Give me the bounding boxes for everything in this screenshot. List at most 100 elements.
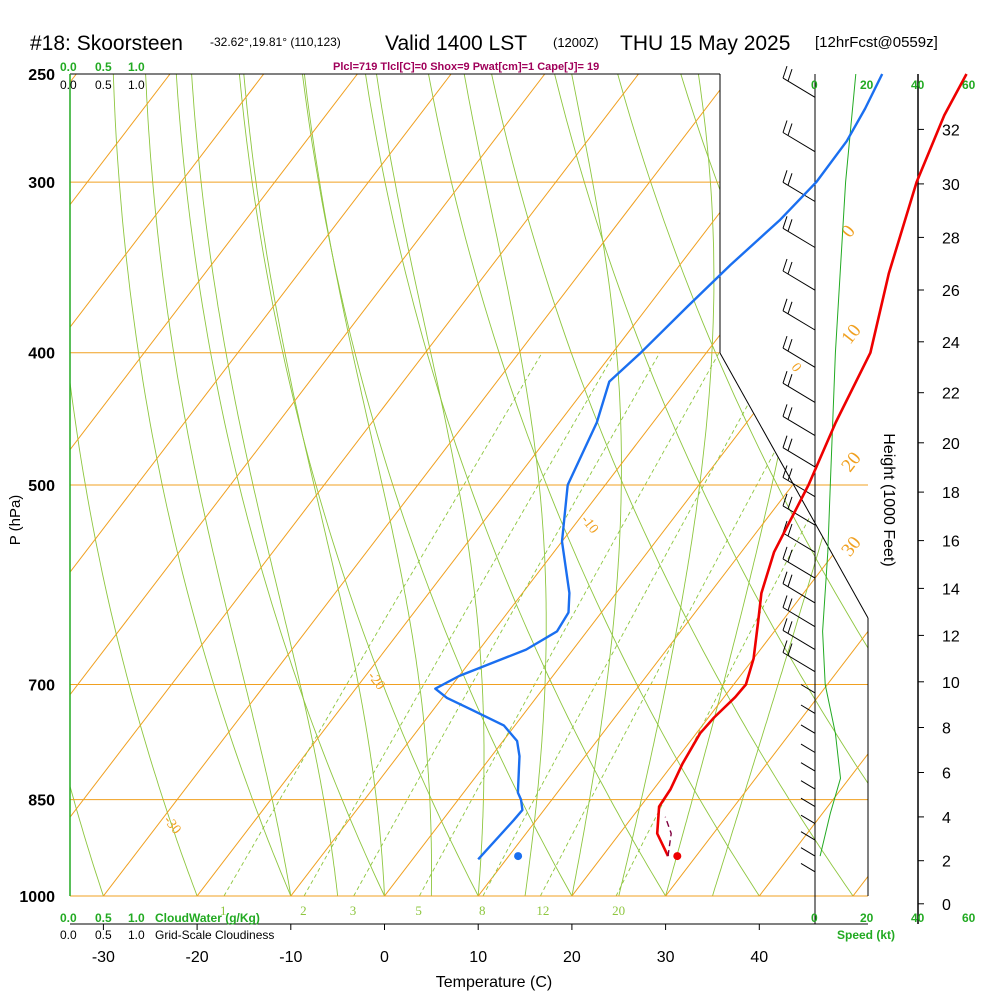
moist-adiabat-line: [459, 74, 547, 896]
wind-barb-feather: [787, 598, 793, 611]
temperature-tick-label: -20: [186, 949, 209, 966]
wind-barb-feather: [787, 374, 793, 387]
height-tick-label: 24: [942, 335, 960, 352]
temperature-tick-label: 20: [563, 949, 581, 966]
pressure-tick-label: 250: [28, 67, 55, 84]
dewpoint-line: [434, 73, 884, 861]
bottom-speed-tick: 60: [962, 911, 976, 925]
pressure-tick-label: 1000: [19, 889, 55, 906]
top-cloudiness-tick: 0.5: [95, 78, 112, 92]
isotherm-label: 20: [837, 448, 865, 476]
isotherm-line: [830, 74, 868, 896]
wind-barb-staff: [782, 607, 816, 628]
height-tick-label: 20: [942, 436, 960, 453]
mixing-ratio-line: [419, 352, 720, 896]
isotherm-line: [362, 74, 868, 896]
moist-adiabat-line: [241, 74, 385, 896]
dry-adiabat-line: [0, 50, 10, 896]
temperature-line: [655, 73, 968, 857]
moist-adiabat-line: [712, 74, 868, 896]
dry-adiabat-line: [236, 74, 479, 896]
wind-barb-feather: [782, 435, 788, 448]
dry-adiabat-line: [299, 74, 573, 896]
wind-barb-feather: [787, 219, 793, 232]
moist-adiabat-line: [301, 74, 432, 896]
wind-barb-staff: [800, 780, 816, 790]
bottom-speed-tick: 20: [860, 911, 874, 925]
temperature-tick-label: 30: [657, 949, 675, 966]
surface-temperature-point: [673, 852, 682, 861]
wind-barb-staff: [782, 77, 816, 98]
wind-barb-feather: [787, 643, 793, 656]
dry-adiabat-line: [70, 74, 198, 896]
wind-speed-profile: [819, 73, 857, 857]
wind-barb-staff: [800, 797, 816, 808]
cloudiness-label: Grid-Scale Cloudiness: [155, 928, 274, 942]
wind-barb-staff: [782, 270, 816, 291]
wind-barb-staff: [782, 629, 816, 651]
top-speed-tick: 60: [962, 78, 976, 92]
wind-barb-staff: [800, 847, 816, 857]
wind-barb-staff: [782, 132, 816, 153]
speed-label: Speed (kt): [837, 928, 895, 942]
frame-diagonal: [719, 352, 869, 619]
isobars: [70, 73, 868, 897]
wind-barb-staff: [800, 724, 816, 734]
moist-adiabat-line: [144, 74, 292, 896]
top-cloudwater-tick: 0.5: [95, 60, 112, 74]
wind-barb-staff: [782, 181, 816, 202]
isotherm-line: [549, 74, 868, 896]
pressure-tick-label: 500: [28, 478, 55, 495]
wind-barb-staff: [782, 447, 816, 468]
wind-barb-staff: [800, 862, 816, 873]
top-speed-scale: 0 20 40 60: [811, 78, 976, 92]
top-speed-tick: 40: [911, 78, 925, 92]
surface-dewpoint-point: [514, 852, 523, 861]
wind-barb-feather: [782, 258, 788, 272]
wind-barb-feather: [782, 335, 788, 349]
mixing-ratio-label: 3: [350, 903, 357, 918]
wind-barb-staff: [800, 814, 816, 825]
isotherm-line: [643, 74, 868, 896]
moist-adiabat-line: [665, 74, 831, 896]
temperature-tick-label: 0: [380, 949, 389, 966]
isotherm-line: [70, 74, 639, 896]
wind-barb-staff: [782, 382, 816, 403]
isotherm-line: [736, 74, 868, 896]
dry-adiabat-line: [174, 74, 385, 896]
dry-adiabat-line: [548, 74, 868, 896]
mixing-ratio-label: 1: [220, 903, 227, 918]
wind-barb-feather: [787, 549, 793, 563]
wind-barb-staff: [782, 347, 816, 368]
wind-barb-staff: [800, 762, 816, 772]
wind-barb-feather: [787, 523, 793, 537]
wind-barb-feather: [787, 68, 793, 82]
isotherm-label: 10: [837, 320, 865, 348]
wind-barb-feather: [787, 173, 793, 186]
wind-barbs: [782, 65, 816, 873]
height-tick-label: 0: [942, 897, 951, 914]
height-tick-label: 26: [942, 283, 960, 300]
top-cloud-scale: 0.0 0.5 1.0 0.0 0.5 1.0: [60, 60, 145, 92]
wind-barb-staff: [800, 684, 816, 694]
wind-barb-feather: [787, 621, 793, 634]
height-tick-label: 6: [942, 766, 951, 783]
cloudwater-label: CloudWater (g/Kg): [155, 911, 260, 925]
wind-barb-feather: [782, 170, 788, 183]
wind-barb-staff: [782, 477, 816, 498]
plot-frame: [69, 73, 919, 925]
mixing-ratio-line: [223, 352, 543, 896]
height-tick-label: 4: [942, 810, 951, 827]
pressure-tick-label: 850: [28, 793, 55, 810]
isotherm-line: [174, 74, 827, 896]
wind-barb-staff: [782, 532, 816, 553]
header: #18: Skoorsteen -32.62°,19.81° (110,123)…: [30, 32, 938, 73]
wind-barb-feather: [782, 216, 788, 229]
isotherm-label: 30: [837, 533, 865, 561]
wind-barb-staff: [782, 310, 816, 331]
height-tick-label: 14: [942, 581, 960, 598]
forecast-run: [12hrFcst@0559z]: [815, 34, 938, 51]
